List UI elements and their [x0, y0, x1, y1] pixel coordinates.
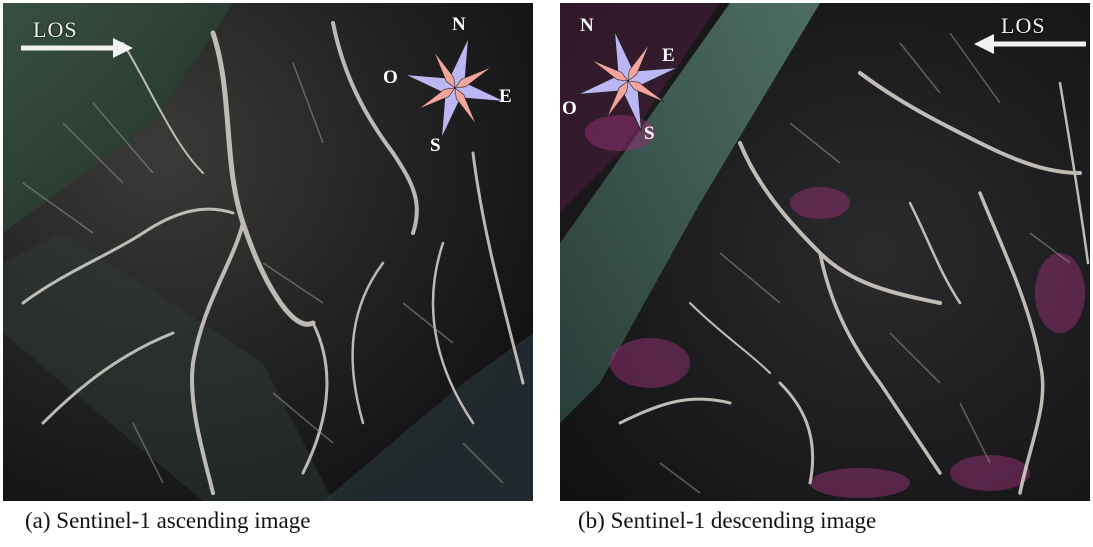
los-label: LOS: [1001, 13, 1046, 38]
los-label: LOS: [33, 17, 78, 42]
compass-west-label: O: [562, 98, 577, 119]
los-arrow-left-icon: [974, 34, 1086, 54]
compass-east-label: E: [662, 45, 675, 66]
compass-rose-icon: N E S O: [562, 15, 679, 144]
compass-east-label: E: [499, 86, 512, 107]
sar-image-descending: LOS N E S O: [560, 3, 1090, 501]
compass-rose-icon: N E S O: [383, 14, 512, 156]
compass-north-label: N: [580, 15, 594, 36]
sar-image-ascending: LOS N E S O: [3, 3, 533, 501]
caption-descending: (b) Sentinel-1 descending image: [578, 508, 877, 533]
compass-south-label: S: [644, 123, 655, 144]
descending-terrain-image: [560, 3, 1090, 501]
compass-west-label: O: [383, 67, 398, 88]
caption-ascending: (a) Sentinel-1 ascending image: [25, 508, 311, 533]
los-arrow-right-icon: [21, 38, 133, 58]
compass-north-label: N: [452, 14, 466, 35]
compass-south-label: S: [430, 135, 441, 156]
